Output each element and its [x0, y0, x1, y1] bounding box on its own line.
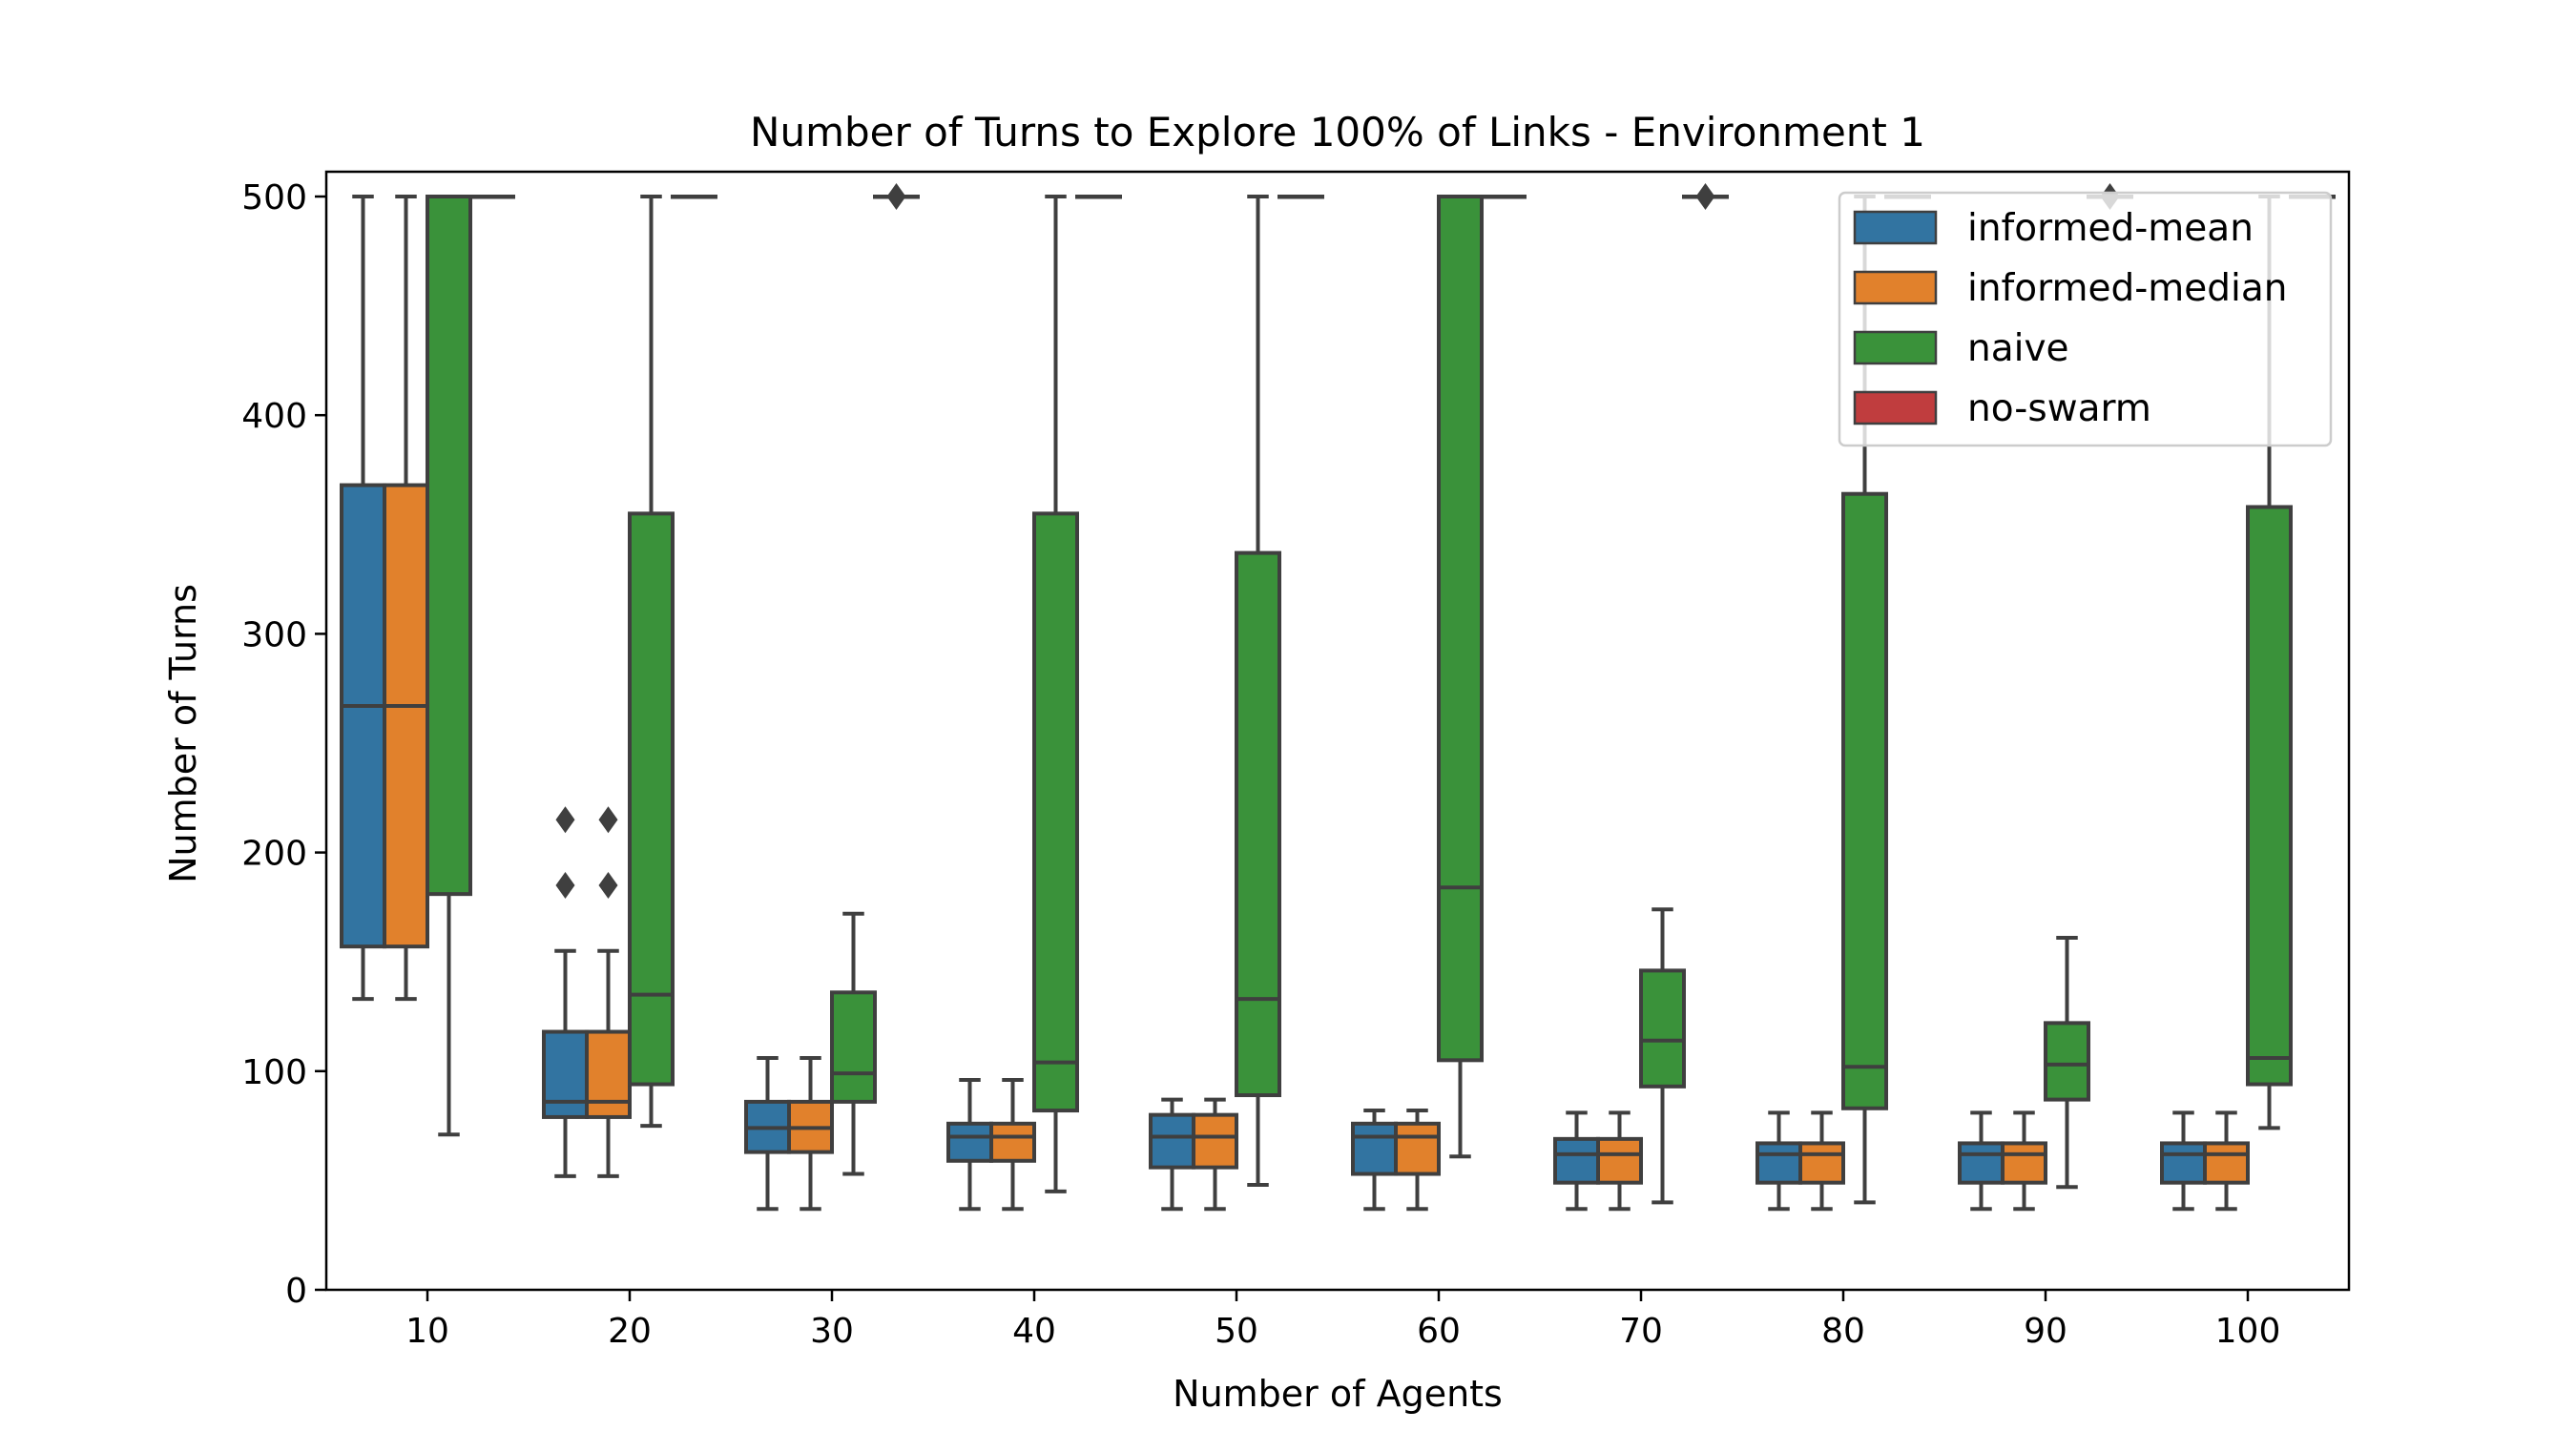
y-tick-label: 200: [241, 835, 307, 874]
box: [1755, 1141, 1802, 1185]
x-tick-label: 20: [608, 1312, 652, 1351]
box: [426, 195, 472, 897]
box: [1235, 550, 1281, 1098]
box: [1596, 1136, 1643, 1185]
box: [2246, 505, 2293, 1087]
legend-label-informed-mean: informed-mean: [1967, 207, 2254, 250]
x-axis-label: Number of Agents: [1173, 1373, 1503, 1415]
y-tick-label: 300: [241, 615, 307, 654]
box: [946, 1121, 993, 1163]
y-tick-label: 0: [285, 1272, 307, 1311]
axes: 0 100 200 300 400 500 10 20 30 40 50 60 70 80 90 100: [241, 170, 2351, 1351]
box: [628, 511, 675, 1087]
x-tick-label: 60: [1417, 1312, 1461, 1351]
box: [830, 990, 877, 1104]
box: [1639, 968, 1686, 1089]
box: [2001, 1141, 2047, 1185]
box: [1149, 1112, 1195, 1170]
legend-label-informed-median: informed-median: [1967, 267, 2288, 310]
box: [1192, 1112, 1238, 1170]
box: [2203, 1141, 2250, 1185]
chart-title: Number of Turns to Explore 100% of Links…: [750, 109, 1925, 156]
box: [340, 483, 386, 949]
box: [1958, 1141, 2005, 1185]
legend-box: [1838, 191, 2333, 447]
legend-swatch-informed-median: [1853, 270, 1938, 305]
box: [1841, 491, 1888, 1110]
box: [1351, 1121, 1398, 1176]
series-informed-mean: [340, 195, 2207, 1212]
x-tick-label: 100: [2215, 1312, 2281, 1351]
box: [1032, 511, 1079, 1113]
box: [383, 483, 429, 949]
outlier-point: [598, 806, 618, 834]
box: [585, 1029, 632, 1119]
box: [1798, 1141, 1845, 1185]
y-tick-label: 400: [241, 397, 307, 436]
legend-swatch-naive: [1853, 330, 1938, 365]
box: [989, 1121, 1036, 1163]
legend-swatch-no-swarm: [1853, 390, 1938, 425]
outlier-point: [598, 871, 618, 899]
x-tick-label: 80: [1821, 1312, 1865, 1351]
series-informed-median: [383, 195, 2250, 1212]
box: [542, 1029, 589, 1119]
box: [1437, 195, 1484, 1063]
legend-label-no-swarm: no-swarm: [1967, 387, 2151, 430]
y-tick-label: 100: [241, 1053, 307, 1092]
outlier-point: [555, 871, 575, 899]
x-tick-label: 30: [810, 1312, 854, 1351]
legend-label-naive: naive: [1967, 327, 2069, 370]
plot-frame: [324, 170, 2351, 1292]
outlier-point: [555, 806, 575, 834]
x-tick-label: 40: [1012, 1312, 1056, 1351]
x-tick-label: 10: [405, 1312, 449, 1351]
legend-swatch-informed-mean: [1853, 210, 1938, 245]
x-tick-label: 70: [1619, 1312, 1663, 1351]
x-tick-label: 90: [2024, 1312, 2067, 1351]
box: [1553, 1136, 1600, 1185]
box: [1394, 1121, 1441, 1176]
outlier-point: [1695, 183, 1715, 210]
y-tick-label: 500: [241, 178, 307, 218]
box: [2044, 1021, 2090, 1102]
x-tick-label: 50: [1215, 1312, 1258, 1351]
y-axis-label: Number of Turns: [162, 584, 204, 883]
legend: informed-mean informed-median naive no-swar…: [1838, 191, 2333, 447]
box: [2160, 1141, 2207, 1185]
outlier-point: [886, 183, 906, 210]
